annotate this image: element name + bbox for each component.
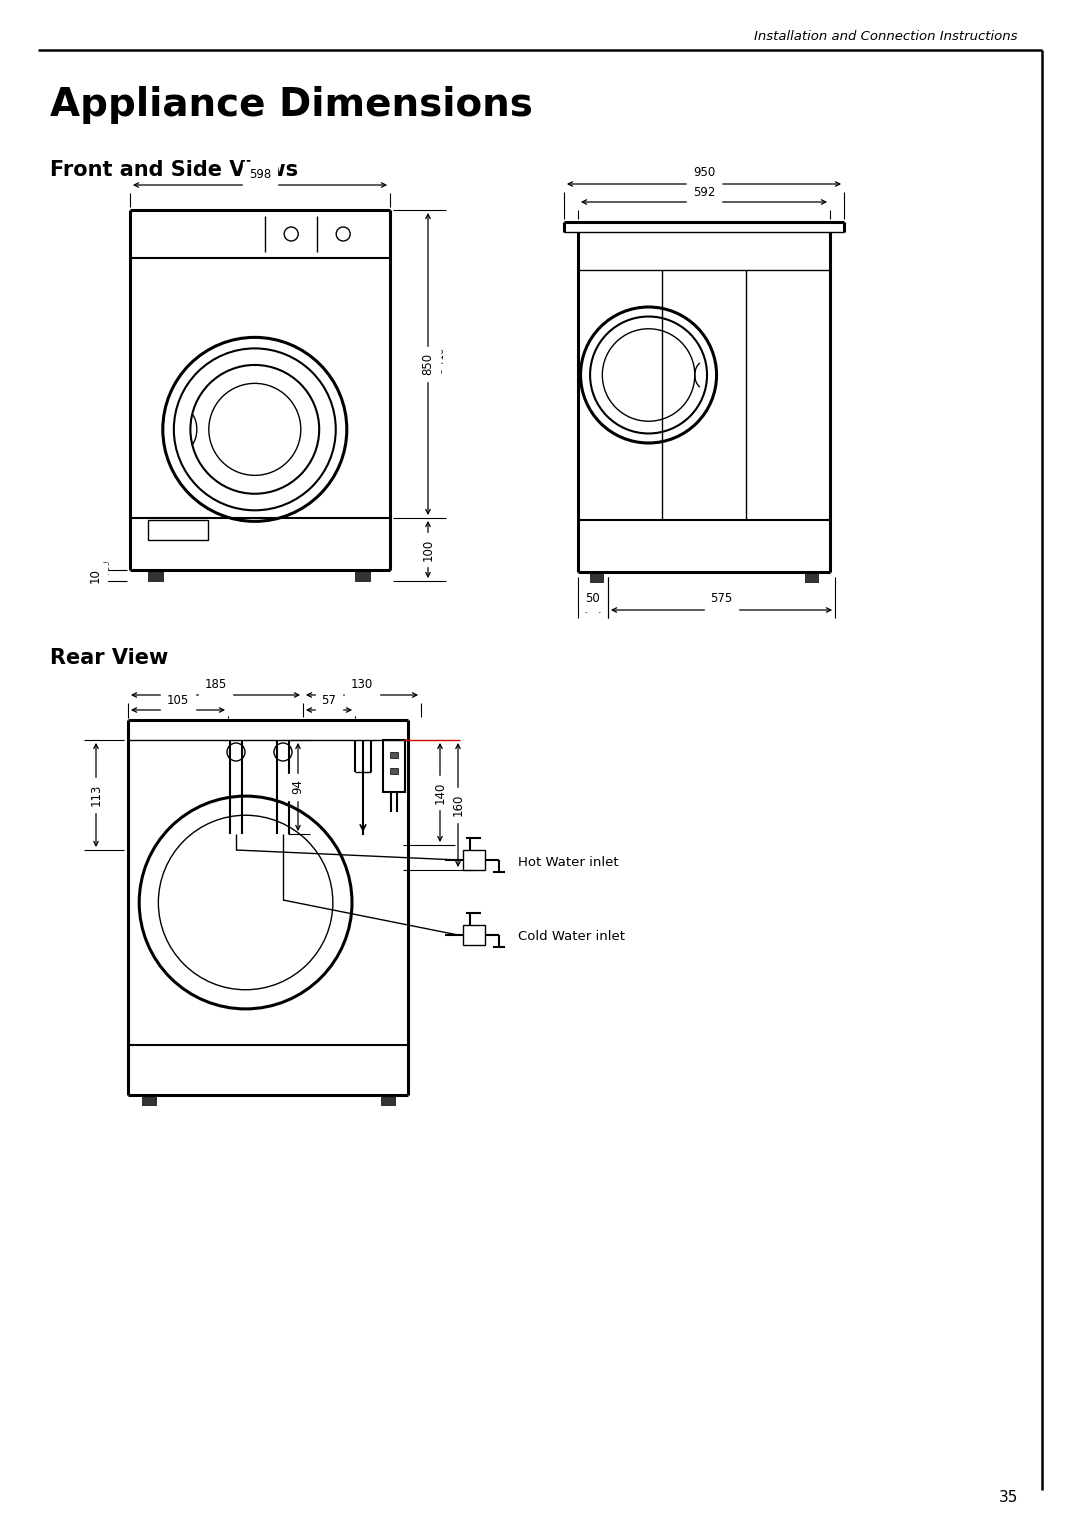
Text: +10: +10 bbox=[102, 560, 111, 576]
Bar bbox=[148, 520, 208, 540]
Text: 113: 113 bbox=[90, 784, 103, 806]
Text: 575: 575 bbox=[711, 593, 732, 605]
Bar bbox=[390, 768, 399, 774]
Bar bbox=[148, 570, 163, 581]
Text: 94: 94 bbox=[292, 780, 305, 795]
Text: Hot Water inlet: Hot Water inlet bbox=[518, 856, 619, 868]
Bar bbox=[355, 570, 370, 581]
Text: 592: 592 bbox=[692, 185, 715, 199]
Text: 185: 185 bbox=[204, 677, 227, 691]
Text: Rear View: Rear View bbox=[50, 648, 168, 668]
Bar bbox=[381, 1095, 395, 1105]
Text: 598: 598 bbox=[248, 168, 271, 180]
Bar bbox=[383, 740, 405, 792]
Text: Appliance Dimensions: Appliance Dimensions bbox=[50, 86, 532, 124]
Text: +10: +10 bbox=[436, 347, 445, 365]
Text: 140: 140 bbox=[433, 781, 446, 804]
Bar bbox=[390, 752, 399, 758]
Bar bbox=[141, 1095, 156, 1105]
Text: 160: 160 bbox=[451, 794, 464, 816]
Text: 105: 105 bbox=[167, 694, 189, 706]
Text: Installation and Connection Instructions: Installation and Connection Instructions bbox=[755, 29, 1018, 43]
Text: 10: 10 bbox=[89, 569, 102, 583]
Text: Front and Side Views: Front and Side Views bbox=[50, 161, 298, 180]
Text: 100: 100 bbox=[421, 538, 434, 561]
Text: Cold Water inlet: Cold Water inlet bbox=[518, 931, 625, 943]
Text: 57: 57 bbox=[322, 694, 337, 706]
Text: –5: –5 bbox=[436, 367, 445, 378]
Bar bbox=[805, 572, 818, 583]
Text: 50: 50 bbox=[585, 593, 600, 605]
Bar bbox=[463, 925, 485, 945]
Text: 850: 850 bbox=[421, 353, 434, 375]
Text: 130: 130 bbox=[351, 677, 373, 691]
Bar bbox=[590, 572, 603, 583]
Text: 950: 950 bbox=[693, 167, 715, 179]
Text: –5: –5 bbox=[102, 573, 111, 583]
Text: 35: 35 bbox=[999, 1491, 1018, 1506]
Bar bbox=[463, 850, 485, 870]
